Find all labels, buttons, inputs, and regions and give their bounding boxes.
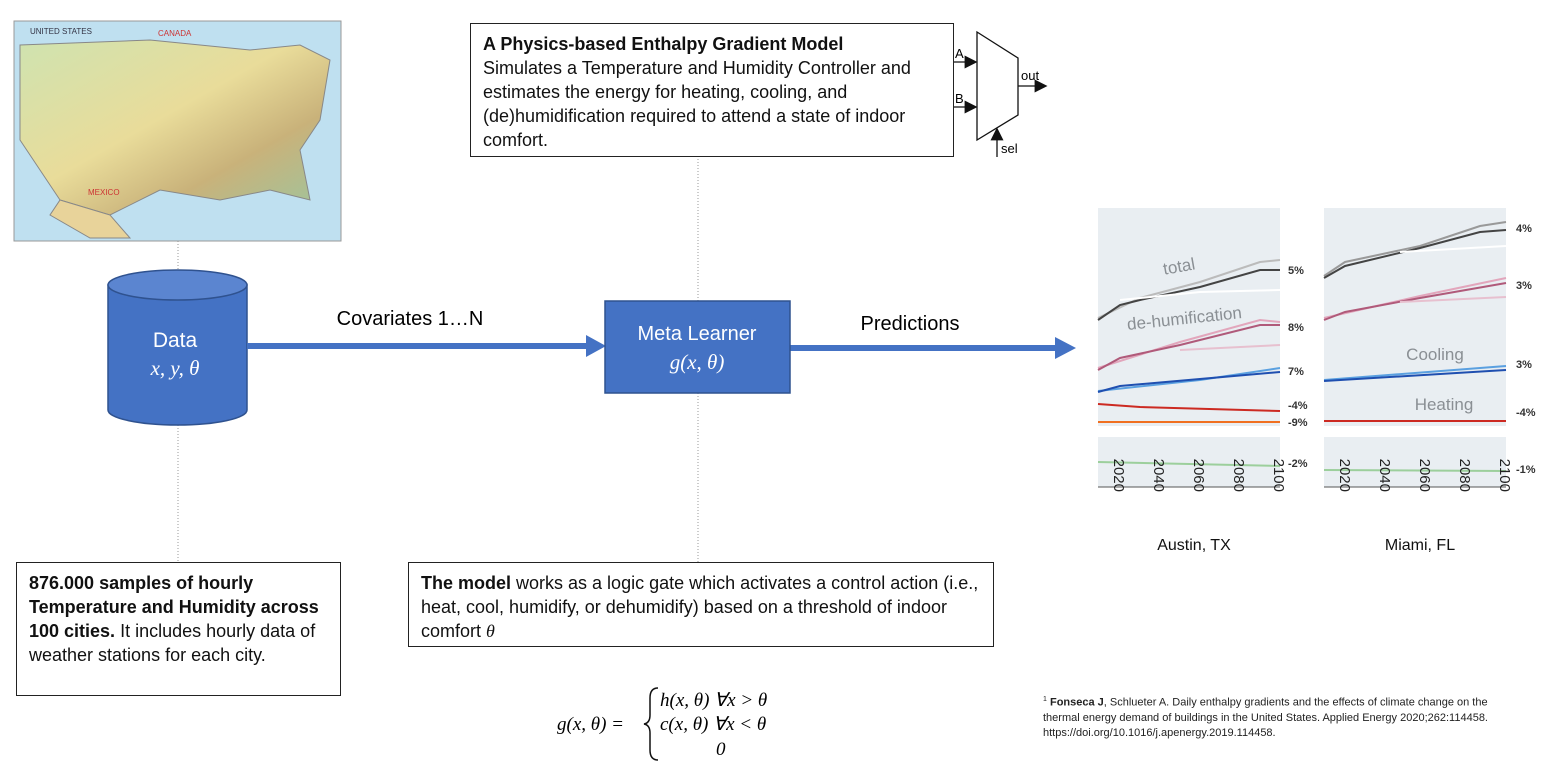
trend-line [1097, 371, 1281, 393]
logic-bold: The model [421, 573, 512, 593]
city-label: Miami, FL [1385, 537, 1455, 554]
end-label: 8% [1288, 322, 1304, 334]
map-label: UNITED STATES [30, 27, 92, 36]
trend-line [1399, 245, 1507, 253]
trend-line [1097, 269, 1280, 321]
year-label: 2080 [1456, 459, 1473, 492]
model-body: Simulates a Temperature and Humidity Con… [483, 58, 911, 150]
equation-lhs: g(x, θ) = [557, 714, 624, 735]
mux-input: A [955, 46, 964, 61]
equation-case: h(x, θ) ∀x > θ [660, 690, 767, 711]
trend-line [1399, 296, 1507, 303]
logic-symbol: θ [486, 621, 495, 641]
connectors [177, 156, 699, 562]
trend-line [1097, 318, 1281, 369]
plot-area [1324, 437, 1506, 487]
year-label: 2020 [1110, 459, 1127, 492]
map-label: MEXICO [88, 188, 120, 197]
arrow-head [1055, 337, 1076, 359]
mux-select: sel [1001, 141, 1018, 156]
end-label: 4% [1516, 223, 1532, 235]
end-label: 5% [1288, 265, 1304, 277]
citation-marker: 1 [1043, 696, 1047, 703]
arrow-head [586, 335, 606, 357]
series-label: Heating [1415, 395, 1474, 414]
trend-line [1323, 221, 1507, 277]
edge-label: Predictions [861, 313, 960, 335]
model-box: A Physics-based Enthalpy Gradient Model … [470, 23, 954, 157]
series-label: Cooling [1406, 345, 1464, 364]
citation-author: Fonseca J [1049, 696, 1104, 709]
end-label: 3% [1516, 280, 1532, 292]
samples-bold: 876.000 samples of hourly Temperature an… [29, 573, 319, 641]
citation: 1 Fonseca J, Schlueter A. Daily enthalpy… [1043, 692, 1523, 741]
equation-case: c(x, θ) ∀x < θ [660, 714, 766, 735]
edge-label: Covariates 1…N [337, 308, 484, 330]
trend-line [1097, 259, 1281, 319]
data-vars: x, y, θ [150, 356, 200, 380]
end-label: 3% [1516, 359, 1532, 371]
year-label: 2060 [1416, 459, 1433, 492]
logic-box: The model works as a logic gate which ac… [408, 562, 994, 647]
plot-area [1324, 208, 1506, 426]
year-label: 2100 [1496, 459, 1513, 492]
brace [643, 687, 659, 761]
trend-line [1097, 324, 1280, 371]
map-label: CANADA [158, 29, 192, 38]
mux-wires [950, 55, 1048, 157]
year-label: 2040 [1150, 459, 1167, 492]
year-label: 2060 [1190, 459, 1207, 492]
trend-line [1179, 344, 1281, 351]
trend-line [1097, 461, 1281, 467]
map-mexico [49, 199, 132, 239]
trend-line [1323, 369, 1507, 382]
end-label: -4% [1516, 407, 1536, 419]
mux [976, 30, 1019, 142]
year-label: 2080 [1230, 459, 1247, 492]
plot-area [1098, 208, 1280, 426]
trend-line [1119, 289, 1281, 301]
trend-line [1323, 282, 1507, 321]
meta-formula: g(x, θ) [670, 350, 725, 374]
equation: g(x, θ) = h(x, θ) ∀x > θ c(x, θ) ∀x < θ … [557, 687, 767, 761]
cylinder-top [107, 269, 248, 301]
meta-title: Meta Learner [638, 323, 757, 345]
meta-learner [604, 300, 791, 394]
year-label: 2100 [1270, 459, 1287, 492]
trend-line [1097, 403, 1281, 412]
end-label: -2% [1288, 458, 1308, 470]
end-label: -1% [1516, 464, 1536, 476]
mux-input: B [955, 91, 964, 106]
trend-line [1323, 365, 1507, 381]
logic-body: works as a logic gate which activates a … [421, 573, 979, 641]
end-label: 7% [1288, 366, 1304, 378]
mux-output: out [1021, 68, 1039, 83]
trend-line [1323, 469, 1507, 472]
trend-line [1323, 229, 1507, 279]
equation-case: 0 [716, 739, 726, 760]
data-cylinder [107, 284, 248, 426]
end-label: -9% [1288, 417, 1308, 429]
year-label: 2020 [1336, 459, 1353, 492]
samples-box: 876.000 samples of hourly Temperature an… [16, 562, 341, 696]
map-land [19, 39, 331, 216]
year-label: 2040 [1376, 459, 1393, 492]
citation-body: , Schlueter A. Daily enthalpy gradients … [1043, 696, 1488, 739]
model-title: A Physics-based Enthalpy Gradient Model [483, 34, 844, 54]
end-label: -4% [1288, 400, 1308, 412]
data-title: Data [153, 329, 198, 352]
city-label: Austin, TX [1157, 537, 1231, 554]
samples-body: It includes hourly data of weather stati… [29, 621, 316, 665]
